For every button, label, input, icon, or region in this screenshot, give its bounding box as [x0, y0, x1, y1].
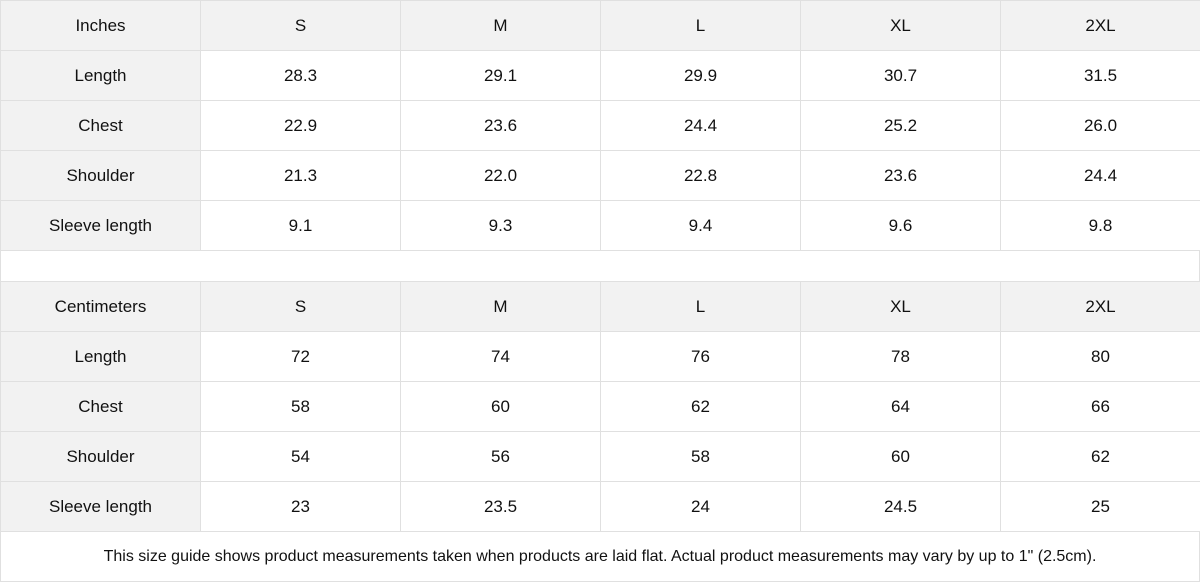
- size-header: M: [401, 282, 601, 332]
- measurement-value: 58: [201, 382, 401, 432]
- measurement-value: 25: [1001, 482, 1200, 532]
- measurement-value: 22.0: [401, 151, 601, 201]
- measurement-label: Chest: [1, 382, 201, 432]
- measurement-value: 9.1: [201, 201, 401, 251]
- measurement-value: 72: [201, 332, 401, 382]
- table-spacer: [0, 251, 1200, 281]
- measurement-value: 25.2: [801, 101, 1001, 151]
- measurement-value: 66: [1001, 382, 1200, 432]
- measurement-value: 23: [201, 482, 401, 532]
- unit-header: Inches: [1, 1, 201, 51]
- measurement-value: 78: [801, 332, 1001, 382]
- measurement-label: Shoulder: [1, 432, 201, 482]
- measurement-value: 56: [401, 432, 601, 482]
- size-header: XL: [801, 282, 1001, 332]
- measurement-value: 31.5: [1001, 51, 1200, 101]
- measurement-value: 23.6: [401, 101, 601, 151]
- measurement-value: 26.0: [1001, 101, 1200, 151]
- size-header: S: [201, 282, 401, 332]
- measurement-value: 28.3: [201, 51, 401, 101]
- size-chart-inches: Inches S M L XL 2XL Length 28.3 29.1 29.9 30.7 31.5…: [0, 0, 1200, 251]
- measurement-value: 9.3: [401, 201, 601, 251]
- measurement-value: 29.1: [401, 51, 601, 101]
- size-header: M: [401, 1, 601, 51]
- measurement-value: 24.4: [601, 101, 801, 151]
- measurement-value: 60: [801, 432, 1001, 482]
- measurement-label: Length: [1, 332, 201, 382]
- measurement-value: 74: [401, 332, 601, 382]
- measurement-label: Shoulder: [1, 151, 201, 201]
- measurement-value: 64: [801, 382, 1001, 432]
- measurement-value: 22.8: [601, 151, 801, 201]
- measurement-value: 9.4: [601, 201, 801, 251]
- size-header: XL: [801, 1, 1001, 51]
- measurement-label: Sleeve length: [1, 482, 201, 532]
- measurement-value: 58: [601, 432, 801, 482]
- size-header: 2XL: [1001, 1, 1200, 51]
- measurement-value: 24: [601, 482, 801, 532]
- measurement-value: 24.4: [1001, 151, 1200, 201]
- size-chart-centimeters: Centimeters S M L XL 2XL Length 72 74 76 78 80 Chest…: [0, 281, 1200, 532]
- measurement-value: 29.9: [601, 51, 801, 101]
- measurement-label: Length: [1, 51, 201, 101]
- size-header: S: [201, 1, 401, 51]
- measurement-value: 21.3: [201, 151, 401, 201]
- measurement-value: 22.9: [201, 101, 401, 151]
- measurement-value: 54: [201, 432, 401, 482]
- measurement-value: 62: [601, 382, 801, 432]
- measurement-label: Sleeve length: [1, 201, 201, 251]
- size-header: L: [601, 282, 801, 332]
- measurement-value: 30.7: [801, 51, 1001, 101]
- measurement-value: 9.8: [1001, 201, 1200, 251]
- measurement-value: 24.5: [801, 482, 1001, 532]
- size-header: 2XL: [1001, 282, 1200, 332]
- size-guide-note: This size guide shows product measuremen…: [0, 532, 1200, 582]
- measurement-value: 62: [1001, 432, 1200, 482]
- measurement-value: 23.6: [801, 151, 1001, 201]
- measurement-value: 9.6: [801, 201, 1001, 251]
- unit-header: Centimeters: [1, 282, 201, 332]
- size-header: L: [601, 1, 801, 51]
- measurement-value: 60: [401, 382, 601, 432]
- measurement-value: 23.5: [401, 482, 601, 532]
- measurement-value: 80: [1001, 332, 1200, 382]
- measurement-label: Chest: [1, 101, 201, 151]
- measurement-value: 76: [601, 332, 801, 382]
